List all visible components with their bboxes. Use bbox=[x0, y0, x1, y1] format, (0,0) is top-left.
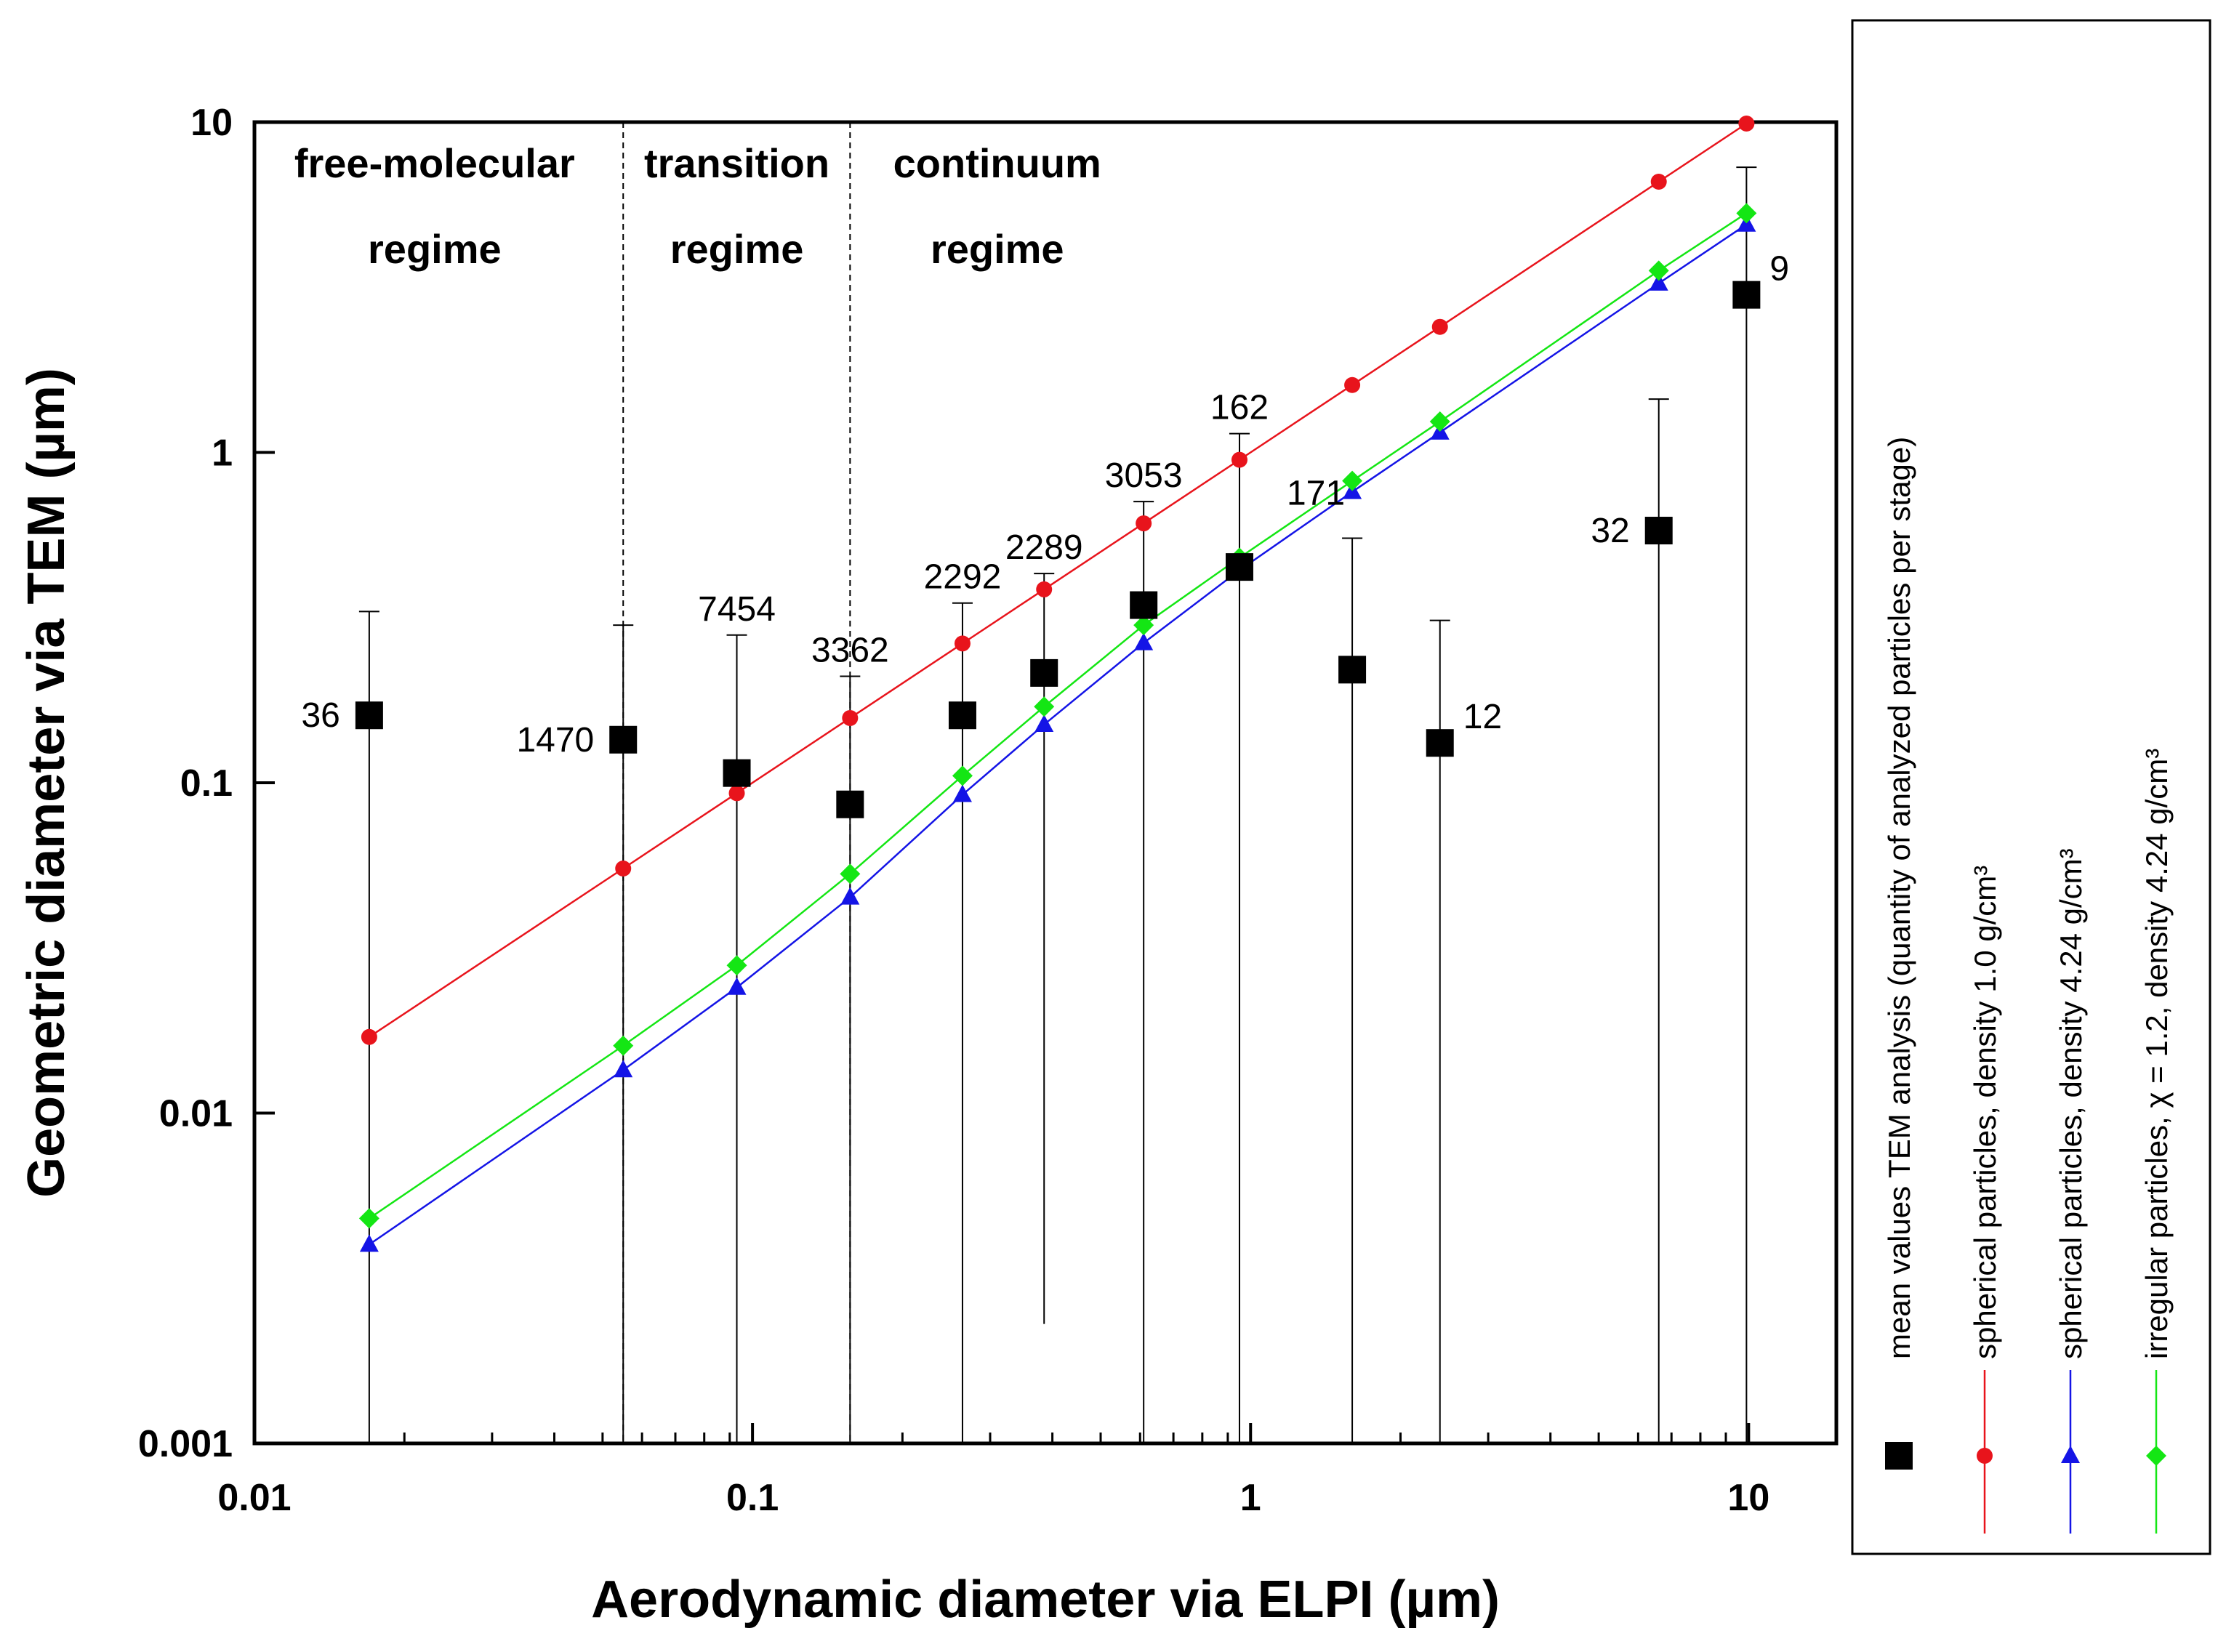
x-axis-title: Aerodynamic diameter via ELPI (µm) bbox=[591, 1571, 1500, 1629]
count-label: 2292 bbox=[924, 558, 1002, 597]
legend-label: mean values TEM analysis (quantity of an… bbox=[1882, 437, 1916, 1359]
count-label: 32 bbox=[1591, 512, 1629, 550]
series-marker bbox=[842, 709, 859, 726]
count-label: 2289 bbox=[1005, 528, 1083, 567]
legend-label: spherical particles, density 4.24 g/cm³ bbox=[2054, 848, 2088, 1359]
regime-label: continuum bbox=[893, 140, 1101, 186]
error-bars bbox=[358, 166, 1757, 1443]
tem-marker bbox=[836, 790, 864, 818]
series-marker bbox=[1036, 581, 1053, 597]
x-tick-label: 0.01 bbox=[217, 1477, 291, 1519]
count-label: 171 bbox=[1287, 475, 1345, 513]
series-marker bbox=[1133, 615, 1154, 636]
x-tick-label: 0.1 bbox=[726, 1477, 779, 1519]
series-marker bbox=[1134, 632, 1154, 650]
count-label: 1470 bbox=[516, 721, 594, 759]
count-label: 12 bbox=[1463, 698, 1502, 736]
series-marker bbox=[1344, 376, 1361, 393]
y-tick-label: 0.01 bbox=[159, 1093, 233, 1135]
tem-marker bbox=[1338, 656, 1367, 684]
y-axis-title: Geometric diameter via TEM (µm) bbox=[17, 368, 76, 1198]
count-label: 162 bbox=[1210, 389, 1269, 427]
series-marker bbox=[840, 863, 861, 885]
series-marker bbox=[840, 887, 860, 905]
series-marker bbox=[615, 861, 632, 877]
series-marker bbox=[1231, 451, 1247, 468]
series-markers bbox=[358, 115, 1757, 1252]
count-label: 3362 bbox=[811, 632, 889, 670]
series-marker bbox=[1431, 318, 1448, 335]
legend-box bbox=[1851, 19, 2211, 1555]
regime-label: regime bbox=[931, 226, 1064, 272]
legend: mean values TEM analysis (quantity of an… bbox=[1851, 19, 2211, 1555]
count-label: 9 bbox=[1769, 250, 1789, 289]
tem-marker bbox=[1030, 658, 1058, 687]
series-marker bbox=[613, 1035, 634, 1056]
series-marker bbox=[728, 785, 745, 802]
series-marker bbox=[361, 1028, 377, 1045]
series-marker bbox=[1136, 515, 1152, 532]
regime-label: transition bbox=[644, 140, 829, 186]
series-marker bbox=[1648, 260, 1669, 281]
tem-marker bbox=[1426, 729, 1454, 757]
tem-marker bbox=[1130, 591, 1158, 619]
tem-marker bbox=[355, 701, 383, 730]
series-marker bbox=[954, 635, 971, 652]
y-tick-label: 1 bbox=[212, 432, 233, 475]
series-marker bbox=[1650, 174, 1667, 190]
series-marker bbox=[1738, 115, 1755, 132]
series-line bbox=[369, 212, 1748, 1220]
legend-marker bbox=[2061, 1446, 2080, 1463]
series-line bbox=[369, 223, 1748, 1246]
series-marker bbox=[1429, 411, 1450, 432]
axes: 0.01 0.1 1 10 0.001 0.01 0.1 1 10 bbox=[138, 102, 1769, 1519]
regime-label: regime bbox=[670, 226, 804, 272]
tem-marker bbox=[948, 701, 976, 730]
series-marker bbox=[358, 1208, 379, 1229]
series-marker bbox=[726, 955, 747, 976]
series-marker bbox=[1342, 470, 1363, 491]
series-marker bbox=[952, 784, 972, 802]
x-tick-label: 1 bbox=[1240, 1477, 1261, 1519]
y-tick-label: 10 bbox=[190, 102, 233, 144]
series-marker bbox=[727, 977, 747, 995]
regime-label: regime bbox=[368, 226, 502, 272]
plot-frame bbox=[252, 120, 1839, 1446]
legend-label: spherical particles, density 1.0 g/cm³ bbox=[1968, 866, 2002, 1359]
series-marker bbox=[1736, 203, 1757, 224]
legend-marker bbox=[1885, 1442, 1913, 1470]
count-label: 36 bbox=[301, 696, 339, 735]
count-label: 7454 bbox=[698, 590, 776, 629]
series-marker bbox=[1034, 714, 1054, 732]
count-label: 3053 bbox=[1105, 456, 1183, 495]
tem-marker bbox=[609, 725, 638, 754]
tem-markers bbox=[355, 281, 1761, 818]
tem-marker bbox=[1732, 281, 1761, 309]
series-marker bbox=[614, 1060, 633, 1078]
regime-label: free-molecular bbox=[294, 140, 575, 186]
legend-label: irregular particles, χ = 1.2, density 4.… bbox=[2139, 749, 2174, 1359]
series-marker bbox=[952, 765, 973, 786]
series-lines bbox=[369, 122, 1748, 1246]
y-tick-label: 0.1 bbox=[180, 762, 233, 805]
series-marker bbox=[1649, 273, 1668, 291]
series-marker bbox=[1034, 696, 1055, 717]
series-marker bbox=[359, 1234, 379, 1252]
tem-marker bbox=[1644, 517, 1673, 545]
series-line bbox=[369, 122, 1748, 1038]
y-tick-label: 0.001 bbox=[138, 1423, 233, 1465]
tem-marker bbox=[723, 759, 751, 787]
legend-marker bbox=[1977, 1448, 1993, 1464]
legend-marker bbox=[2146, 1446, 2166, 1466]
tem-marker bbox=[1225, 553, 1253, 581]
x-tick-label: 10 bbox=[1727, 1477, 1769, 1519]
